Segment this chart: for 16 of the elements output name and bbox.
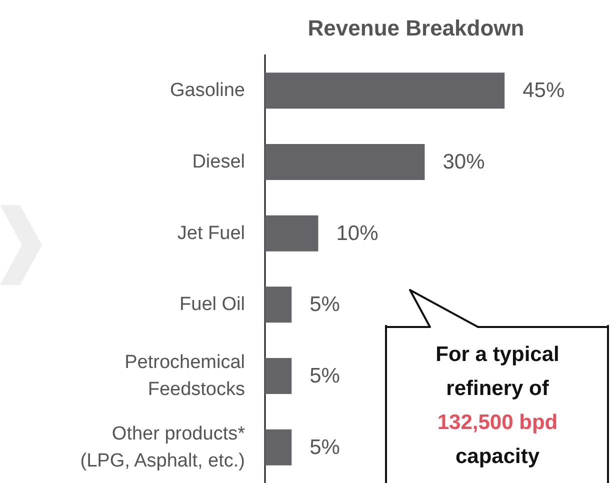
data-label: 5% [310, 293, 340, 316]
y-tick-label: Fuel Oil [180, 294, 245, 316]
chart-title: Revenue Breakdown [308, 16, 524, 40]
data-label: 30% [442, 150, 485, 174]
annotation: capacity [454, 444, 541, 470]
data-label: 10% [336, 222, 378, 245]
data-label: 45% [522, 79, 565, 102]
annotation: 132,500 bpd [436, 410, 559, 436]
y-tick-label: Gasoline [170, 80, 245, 102]
annotation: For a typical refinery of [434, 342, 560, 402]
y-tick-label: Other products* (LPG, Asphalt, etc.) [80, 423, 246, 472]
data-label: 5% [310, 436, 340, 459]
y-tick-label: Petrochemical Feedstocks [124, 352, 245, 400]
y-tick-label: Jet Fuel [177, 222, 245, 244]
data-label: 5% [310, 364, 340, 388]
y-tick-label: Diesel [192, 152, 245, 172]
